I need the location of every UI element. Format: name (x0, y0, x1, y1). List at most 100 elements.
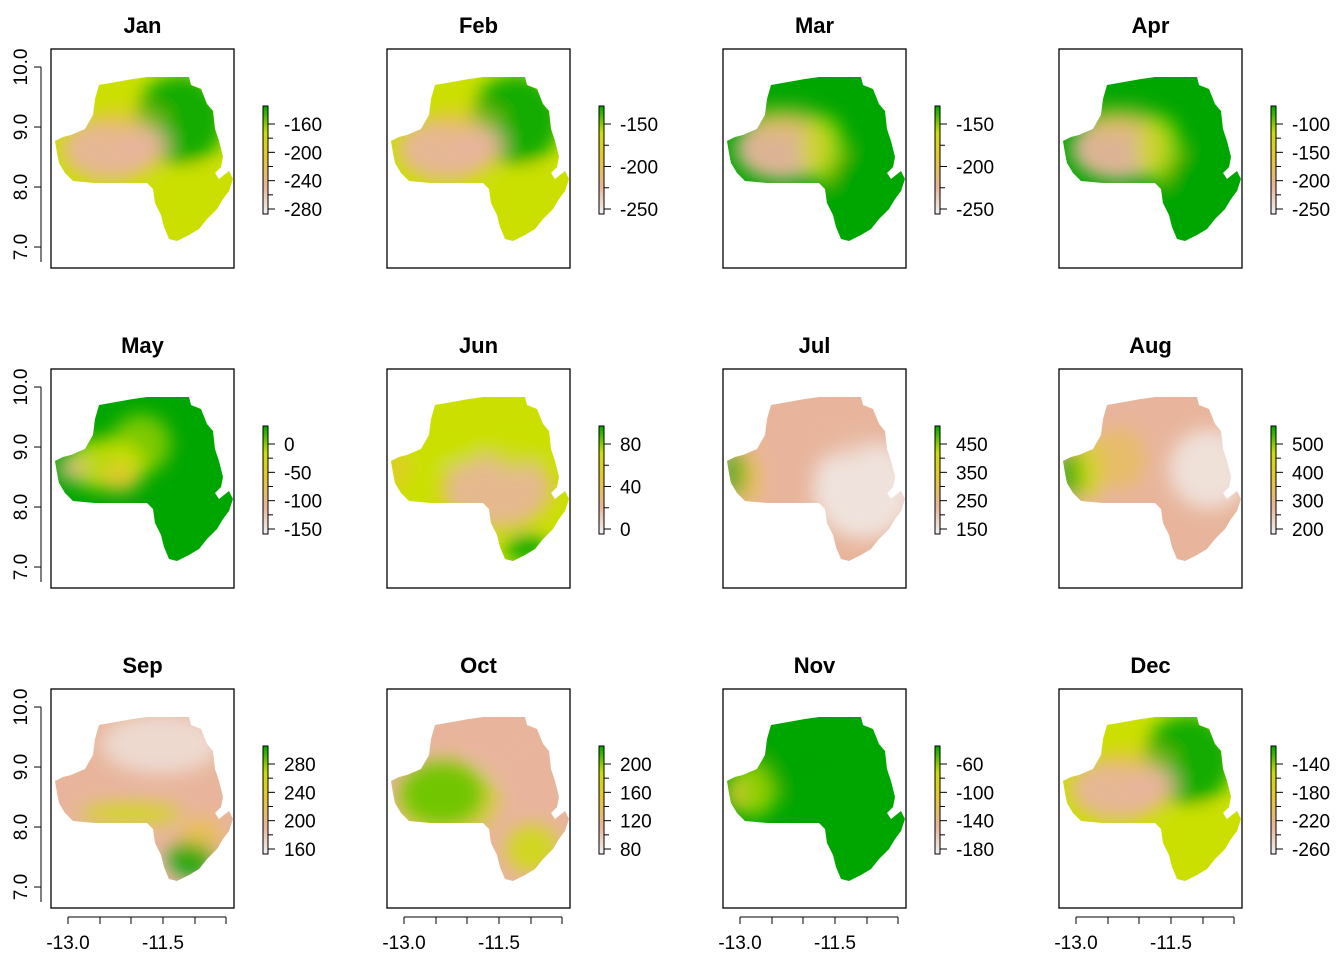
legend-colorbar: 200 160 120 80 (598, 745, 652, 861)
y-tick-label: 9.0 (11, 754, 32, 780)
panel-frame (386, 368, 571, 589)
legend-tick-label: 200 (1292, 520, 1324, 541)
raster-map (1063, 77, 1241, 241)
legend-tick-label: -280 (284, 200, 322, 221)
legend-colorbar: -60 -100 -140 -180 (934, 745, 994, 861)
legend-tick-label: -100 (956, 783, 994, 804)
raster-map (391, 77, 569, 241)
legend-tick-label: 250 (956, 492, 988, 513)
legend-tick-label: 300 (1292, 492, 1324, 513)
map-panel-jan: Jan 10.0 9.0 8.0 7.0 -160 -200 -240 -280 (11, 13, 322, 269)
y-tick-label: 9.0 (11, 114, 32, 140)
legend-tick-label: 400 (1292, 463, 1324, 484)
panel-frame (50, 368, 235, 589)
panel-frame (1058, 688, 1243, 909)
raster-map (727, 717, 905, 881)
panel-title: Feb (459, 13, 498, 38)
panel-frame (386, 48, 571, 269)
panel-title: Apr (1132, 13, 1170, 38)
map-panel-dec: Dec -13.0 -11.5 -140 -180 -220 -260 (1054, 653, 1330, 954)
panel-frame (722, 368, 907, 589)
legend-tick-label: -180 (956, 840, 994, 861)
x-tick-label: -13.0 (718, 933, 761, 954)
y-tick-label: 10.0 (11, 689, 32, 726)
map-panel-feb: Feb -150 -200 -250 (386, 13, 658, 269)
y-tick-label: 8.0 (11, 174, 32, 200)
legend-tick-label: -140 (1292, 755, 1330, 776)
legend-tick-label: 160 (620, 783, 652, 804)
raster-map (727, 77, 905, 241)
legend-tick-label: 200 (620, 755, 652, 776)
legend-tick-label: -160 (284, 115, 322, 136)
legend-colorbar: -150 -200 -250 (598, 105, 658, 221)
panel-title: Aug (1129, 333, 1172, 358)
y-tick-label: 7.0 (11, 554, 32, 580)
y-tick-label: 7.0 (11, 874, 32, 900)
legend-tick-label: 280 (284, 755, 316, 776)
panels-layer: Jan 10.0 9.0 8.0 7.0 -160 -200 -240 -280 Feb -150 -… (11, 13, 1330, 954)
y-axis: 10.0 9.0 8.0 7.0 (11, 369, 42, 582)
legend-colorbar: 0 -50 -100 -150 (262, 425, 322, 541)
legend-tick-label: -150 (956, 115, 994, 136)
legend-colorbar: 450 350 250 150 (934, 425, 988, 541)
legend-tick-label: -180 (1292, 783, 1330, 804)
panel-frame (50, 48, 235, 269)
legend-tick-label: -240 (284, 172, 322, 193)
legend-tick-label: 80 (620, 840, 641, 861)
legend-tick-label: -50 (284, 463, 311, 484)
legend-tick-label: -250 (620, 200, 658, 221)
legend-tick-label: -150 (1292, 143, 1330, 164)
legend-tick-label: -200 (1292, 172, 1330, 193)
x-tick-label: -11.5 (478, 933, 520, 954)
legend-colorbar: 80 40 0 (598, 425, 641, 541)
panel-title: Sep (122, 653, 162, 678)
map-panel-jul: Jul 450 350 250 150 (722, 333, 988, 589)
legend-colorbar: 500 400 300 200 (1270, 425, 1324, 541)
map-panel-oct: Oct -13.0 -11.5 200 160 120 80 (382, 653, 651, 954)
legend-tick-label: -220 (1292, 812, 1330, 833)
legend-tick-label: -250 (956, 200, 994, 221)
y-tick-label: 10.0 (11, 49, 32, 86)
legend-colorbar: -160 -200 -240 -280 (262, 105, 322, 221)
panel-title: Jan (124, 13, 162, 38)
raster-map (1063, 717, 1241, 881)
legend-tick-label: -200 (620, 158, 658, 179)
x-axis: -13.0 -11.5 (718, 916, 899, 954)
y-tick-label: 8.0 (11, 494, 32, 520)
y-axis: 10.0 9.0 8.0 7.0 (11, 49, 42, 262)
panel-title: Jun (459, 333, 498, 358)
x-tick-label: -13.0 (46, 933, 89, 954)
map-panel-jun: Jun 80 40 0 (386, 333, 641, 589)
panel-title: Mar (795, 13, 835, 38)
raster-map (55, 77, 233, 241)
legend-colorbar: -100 -150 -200 -250 (1270, 105, 1330, 221)
panel-frame (722, 688, 907, 909)
x-axis: -13.0 -11.5 (382, 916, 563, 954)
x-tick-label: -11.5 (1150, 933, 1192, 954)
map-panel-apr: Apr -100 -150 -200 -250 (1058, 13, 1330, 269)
y-axis: 10.0 9.0 8.0 7.0 (11, 689, 42, 902)
legend-tick-label: 120 (620, 812, 652, 833)
map-panel-sep: Sep 10.0 9.0 8.0 7.0 -13.0 -11.5 280 240 200 160 (11, 653, 316, 954)
legend-colorbar: -140 -180 -220 -260 (1270, 745, 1330, 861)
map-panel-aug: Aug 500 400 300 200 (1058, 333, 1324, 589)
panel-title: Jul (799, 333, 831, 358)
panel-frame (1058, 48, 1243, 269)
x-axis: -13.0 -11.5 (46, 916, 227, 954)
y-tick-label: 8.0 (11, 814, 32, 840)
legend-tick-label: 0 (620, 520, 631, 541)
legend-colorbar: -150 -200 -250 (934, 105, 994, 221)
legend-tick-label: -260 (1292, 840, 1330, 861)
legend-tick-label: -60 (956, 755, 983, 776)
raster-map (55, 717, 233, 881)
legend-tick-label: 450 (956, 435, 988, 456)
legend-tick-label: -140 (956, 812, 994, 833)
legend-tick-label: -150 (620, 115, 658, 136)
panel-title: May (121, 333, 165, 358)
x-tick-label: -11.5 (814, 933, 856, 954)
y-tick-label: 7.0 (11, 234, 32, 260)
legend-tick-label: -100 (284, 492, 322, 513)
x-axis: -13.0 -11.5 (1054, 916, 1235, 954)
raster-map (55, 397, 233, 561)
